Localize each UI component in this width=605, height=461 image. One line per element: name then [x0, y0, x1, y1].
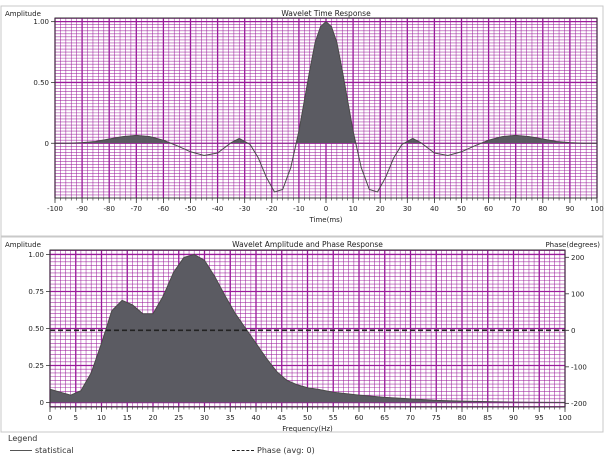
chart2-xtick-label: 55 — [329, 414, 338, 422]
chart2-ylabel: Amplitude — [5, 241, 41, 249]
chart1-ytick-label: 0.50 — [33, 79, 49, 87]
chart1-xtick-label: -60 — [158, 205, 169, 213]
chart1-xtick-label: 60 — [484, 205, 493, 213]
chart1-xtick-label: -90 — [76, 205, 87, 213]
chart2-xtick-label: 75 — [432, 414, 441, 422]
chart2-xtick-label: 80 — [458, 414, 467, 422]
chart2-title: Wavelet Amplitude and Phase Response — [232, 240, 383, 249]
chart2-ytick-label: 1.00 — [28, 251, 44, 259]
chart2-y2tick-label: -100 — [571, 363, 587, 371]
legend-title: Legend — [8, 434, 38, 443]
chart1-xtick-label: 20 — [376, 205, 385, 213]
chart2-series-line — [49, 253, 566, 404]
chart2-xtick-label: 0 — [48, 414, 52, 422]
chart2-xtick-label: 15 — [123, 414, 132, 422]
chart2-xtick-label: 95 — [535, 414, 544, 422]
chart2-y2tick-label: 0 — [571, 327, 575, 335]
legend-item-statistical: statistical — [10, 446, 74, 455]
legend-swatch-phase — [232, 450, 254, 451]
legend-label-phase: Phase (avg: 0) — [257, 446, 315, 455]
chart2-y2tick-label: 100 — [571, 290, 584, 298]
chart1-xtick-label: -30 — [239, 205, 250, 213]
chart2-y2label: Phase(degrees) — [545, 241, 600, 249]
chart1-xtick-label: 40 — [430, 205, 439, 213]
chart2-y2tick-label: 200 — [571, 254, 584, 262]
chart1-title: Wavelet Time Response — [281, 9, 371, 18]
chart2-xlabel: Frequency(Hz) — [282, 425, 333, 433]
chart1-xtick-label: 90 — [565, 205, 574, 213]
legend-item-phase: Phase (avg: 0) — [232, 446, 315, 455]
chart1-xtick-label: -70 — [131, 205, 142, 213]
chart2-xtick-label: 60 — [355, 414, 364, 422]
chart1-xtick-label: 30 — [403, 205, 412, 213]
legend-swatch-statistical — [10, 450, 32, 451]
chart2-xtick-label: 70 — [406, 414, 415, 422]
chart2-xtick-label: 50 — [303, 414, 312, 422]
chart1-xtick-label: 80 — [538, 205, 547, 213]
chart2-xtick-label: 85 — [483, 414, 492, 422]
chart1-xtick-label: -50 — [185, 205, 196, 213]
chart2-xtick-label: 40 — [252, 414, 261, 422]
chart2-xtick-label: 5 — [74, 414, 78, 422]
chart1-xtick-label: 70 — [511, 205, 520, 213]
legend-label-statistical: statistical — [35, 446, 74, 455]
chart1-series-area — [55, 21, 597, 144]
chart1-xtick-label: -80 — [103, 205, 114, 213]
chart1-series-line — [55, 20, 597, 193]
chart1-ytick-label: 1.00 — [33, 18, 49, 26]
chart1-xtick-label: 100 — [590, 205, 603, 213]
chart1-ylabel: Amplitude — [5, 10, 41, 18]
chart2-ytick-label: 0.75 — [28, 288, 44, 296]
chart2-xtick-label: 25 — [174, 414, 183, 422]
chart1-xtick-label: 10 — [349, 205, 358, 213]
chart1-xtick-label: 0 — [324, 205, 328, 213]
chart1-ytick-label: 0 — [45, 140, 49, 148]
chart2-xtick-label: 20 — [149, 414, 158, 422]
chart1-xtick-label: -40 — [212, 205, 223, 213]
chart2-xtick-label: 30 — [200, 414, 209, 422]
chart2-series-area — [50, 254, 565, 403]
chart1-xtick-label: -10 — [293, 205, 304, 213]
chart1-xtick-label: -100 — [47, 205, 63, 213]
chart2-xtick-label: 90 — [509, 414, 518, 422]
chart2-xtick-label: 35 — [226, 414, 235, 422]
chart1-xtick-label: 50 — [457, 205, 466, 213]
chart1-xtick-label: -20 — [266, 205, 277, 213]
chart1-xlabel: Time(ms) — [308, 216, 342, 224]
chart2-ytick-label: 0.25 — [28, 362, 44, 370]
chart2-xtick-label: 65 — [380, 414, 389, 422]
chart2-xtick-label: 100 — [558, 414, 571, 422]
chart2-xtick-label: 10 — [97, 414, 106, 422]
chart2-ytick-label: 0 — [40, 399, 44, 407]
chart2-ytick-label: 0.50 — [28, 325, 44, 333]
chart2-y2tick-label: -200 — [571, 400, 587, 408]
chart2-xtick-label: 45 — [277, 414, 286, 422]
